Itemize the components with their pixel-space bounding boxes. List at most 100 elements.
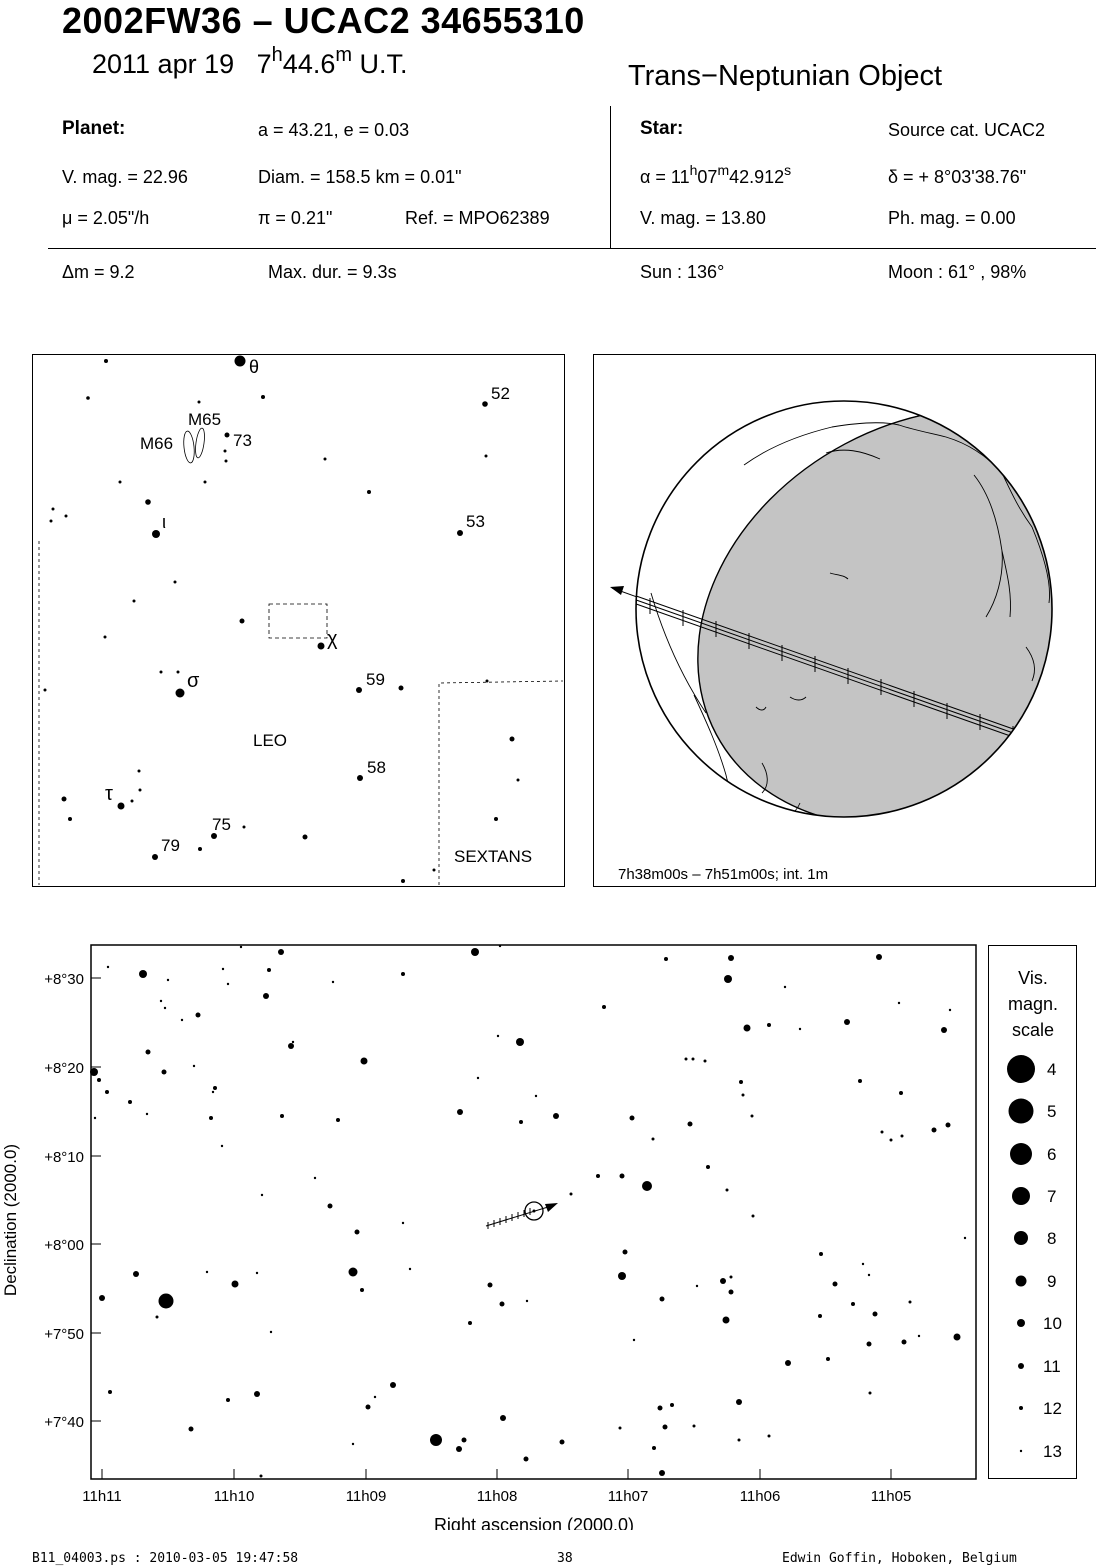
y-tick: +8°10 — [44, 1149, 84, 1166]
star-right-ascension: α = 11h07m42.912s — [640, 162, 792, 187]
scale-label: 6 — [1047, 1145, 1056, 1164]
star-79 — [152, 854, 158, 860]
star-heading: Star: — [640, 118, 684, 139]
star-chart: +8°30 +8°20 +8°10 +8°00 +7°50 +7°40 11h1… — [1, 944, 977, 1530]
scale-label: 4 — [1047, 1060, 1056, 1079]
label-79: 79 — [161, 836, 180, 855]
x-tick: 11h11 — [82, 1488, 122, 1505]
planet-heading: Planet: — [62, 118, 126, 139]
finder-stars — [43, 355, 520, 883]
motion-arrow — [545, 1203, 558, 1212]
label-tau: τ — [105, 783, 113, 805]
boundary-line-sextans — [438, 680, 563, 885]
star-sigma — [175, 688, 185, 698]
time-suffix: U.T. — [352, 49, 408, 79]
y-tick: +7°40 — [44, 1414, 84, 1431]
magnitude-scale: Vis. magn. scale 4 5 6 7 8 9 10 11 12 13 — [988, 945, 1077, 1479]
globe-time-range: 7h38m00s – 7h51m00s; int. 1m — [618, 866, 828, 883]
star-vmag: V. mag. = 13.80 — [640, 208, 766, 228]
occultation-target — [485, 1201, 558, 1229]
scale-label: 7 — [1047, 1187, 1056, 1206]
star-declination: δ = + 8°03'38.76" — [888, 167, 1027, 187]
scale-label: 5 — [1047, 1102, 1056, 1121]
scale-label: 8 — [1047, 1229, 1056, 1248]
object-type: Trans−Neptunian Object — [628, 60, 943, 92]
label-sigma: σ — [187, 670, 200, 692]
earth-globe-panel: 7h38m00s – 7h51m00s; int. 1m — [593, 354, 1096, 887]
constellation-sextans: SEXTANS — [454, 847, 532, 866]
label-M65: M65 — [188, 410, 221, 429]
galaxy-M65 — [195, 427, 205, 459]
footer-page-number: 38 — [557, 1551, 573, 1566]
label-73: 73 — [233, 431, 252, 450]
star-58 — [357, 775, 363, 781]
x-tick: 11h07 — [608, 1488, 649, 1505]
scale-label: 10 — [1043, 1314, 1062, 1333]
x-tick: 11h06 — [740, 1488, 781, 1505]
x-tick: 11h08 — [477, 1488, 518, 1505]
star-iota — [152, 530, 160, 538]
label-iota: ι — [162, 512, 166, 532]
direction-arrow — [610, 586, 624, 595]
star-59 — [356, 687, 362, 693]
field-of-view-rectangle — [268, 603, 328, 639]
y-tick: +7°50 — [44, 1326, 84, 1343]
label-M66: M66 — [140, 434, 173, 453]
x-axis-label: Right ascension (2000.0) — [434, 1515, 634, 1530]
planet-vmag: V. mag. = 22.96 — [62, 167, 188, 187]
delta-magnitude: Δm = 9.2 — [62, 262, 135, 282]
target-star-circle — [524, 1201, 544, 1221]
star-chart-frame — [90, 944, 977, 1480]
max-duration: Max. dur. = 9.3s — [268, 262, 397, 282]
event-datetime: 2011 apr 19 7h44.6m U.T. — [92, 44, 408, 80]
sun-elongation: Sun : 136° — [640, 262, 725, 282]
y-tick: +8°20 — [44, 1060, 84, 1077]
axis-ticks — [91, 977, 892, 1479]
scale-label: 11 — [1043, 1357, 1061, 1376]
shadow-path-ticks — [649, 598, 1014, 742]
star-theta — [234, 355, 246, 367]
label-58: 58 — [367, 758, 386, 777]
label-theta: θ — [249, 357, 259, 377]
planet-diameter: Diam. = 158.5 km = 0.01" — [258, 167, 462, 187]
label-chi: χ — [327, 628, 338, 650]
galaxy-M66 — [183, 430, 195, 464]
moon-info: Moon : 61° , 98% — [888, 262, 1027, 282]
globe-outline — [635, 400, 1053, 818]
star-75 — [211, 833, 217, 839]
planet-parallax: π = 0.21" — [258, 208, 333, 228]
time-minutes: 44.6 — [282, 49, 336, 79]
event-date: 2011 apr 19 — [92, 49, 235, 79]
constellation-leo: LEO — [253, 731, 287, 750]
scale-title-line2: magn. — [1008, 994, 1058, 1014]
label-59: 59 — [366, 670, 385, 689]
footer-author: Edwin Goffin, Hoboken, Belgium — [782, 1551, 1017, 1566]
x-tick: 11h10 — [214, 1488, 255, 1505]
globe-coastlines — [650, 422, 1050, 817]
scale-dots — [1007, 1055, 1035, 1453]
y-tick: +8°00 — [44, 1237, 84, 1254]
time-minutes-unit: m — [335, 44, 353, 66]
shadow-path — [636, 590, 1037, 746]
finder-chart: θ 52 M65 M66 73 ι 53 χ σ 59 58 τ 75 79 L… — [32, 354, 565, 887]
star-53 — [457, 530, 463, 536]
label-75: 75 — [212, 815, 231, 834]
star-phmag: Ph. mag. = 0.00 — [888, 208, 1016, 228]
time-hours-unit: h — [271, 44, 283, 66]
x-tick: 11h05 — [871, 1488, 912, 1505]
time-hours: 7 — [256, 49, 272, 79]
finder-labels: θ 52 M65 M66 73 ι 53 χ σ 59 58 τ 75 79 L… — [105, 357, 532, 866]
star-source-catalog: Source cat. UCAC2 — [888, 120, 1046, 140]
y-axis-label: Declination (2000.0) — [1, 1144, 20, 1296]
header-divider-vertical — [610, 106, 611, 248]
scale-title-line1: Vis. — [1018, 968, 1048, 988]
scale-label: 12 — [1043, 1399, 1062, 1418]
planet-motion: μ = 2.05"/h — [62, 208, 150, 228]
planet-reference: Ref. = MPO62389 — [405, 208, 550, 228]
chart-stars — [90, 944, 967, 1478]
label-52: 52 — [491, 384, 510, 403]
scale-label: 9 — [1047, 1272, 1056, 1291]
y-tick-labels: +8°30 +8°20 +8°10 +8°00 +7°50 +7°40 — [44, 971, 84, 1431]
y-tick: +8°30 — [44, 971, 84, 988]
star-tau — [117, 802, 125, 810]
